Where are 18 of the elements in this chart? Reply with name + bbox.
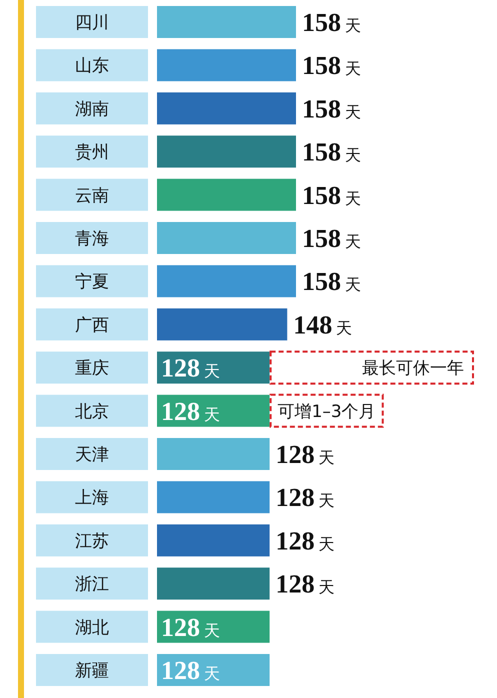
y-tick-label: 青海: [75, 229, 109, 249]
y-tick-label: 湖南: [75, 99, 109, 120]
y-tick-label: 广西: [75, 315, 109, 336]
y-tick-label: 湖北: [75, 618, 109, 638]
y-tick-label: 北京: [75, 402, 109, 422]
y-tick-label: 天津: [75, 445, 109, 465]
y-tick-label: 山东: [75, 56, 109, 76]
y-tick-label: 江苏: [75, 531, 109, 552]
y-tick-label: 上海: [75, 488, 109, 508]
y-tick-label: 新疆: [75, 661, 109, 681]
y-tick-label: 浙江: [75, 574, 109, 595]
y-tick-label: 四川: [75, 13, 109, 33]
y-tick-label: 云南: [75, 186, 109, 206]
y-tick-label: 宁夏: [75, 272, 109, 292]
text: 最长可休一年: [362, 358, 464, 379]
y-tick-label: 贵州: [75, 142, 109, 163]
y-tick-label: 重庆: [75, 358, 109, 379]
annotation: 可增1–3个月: [278, 402, 376, 422]
